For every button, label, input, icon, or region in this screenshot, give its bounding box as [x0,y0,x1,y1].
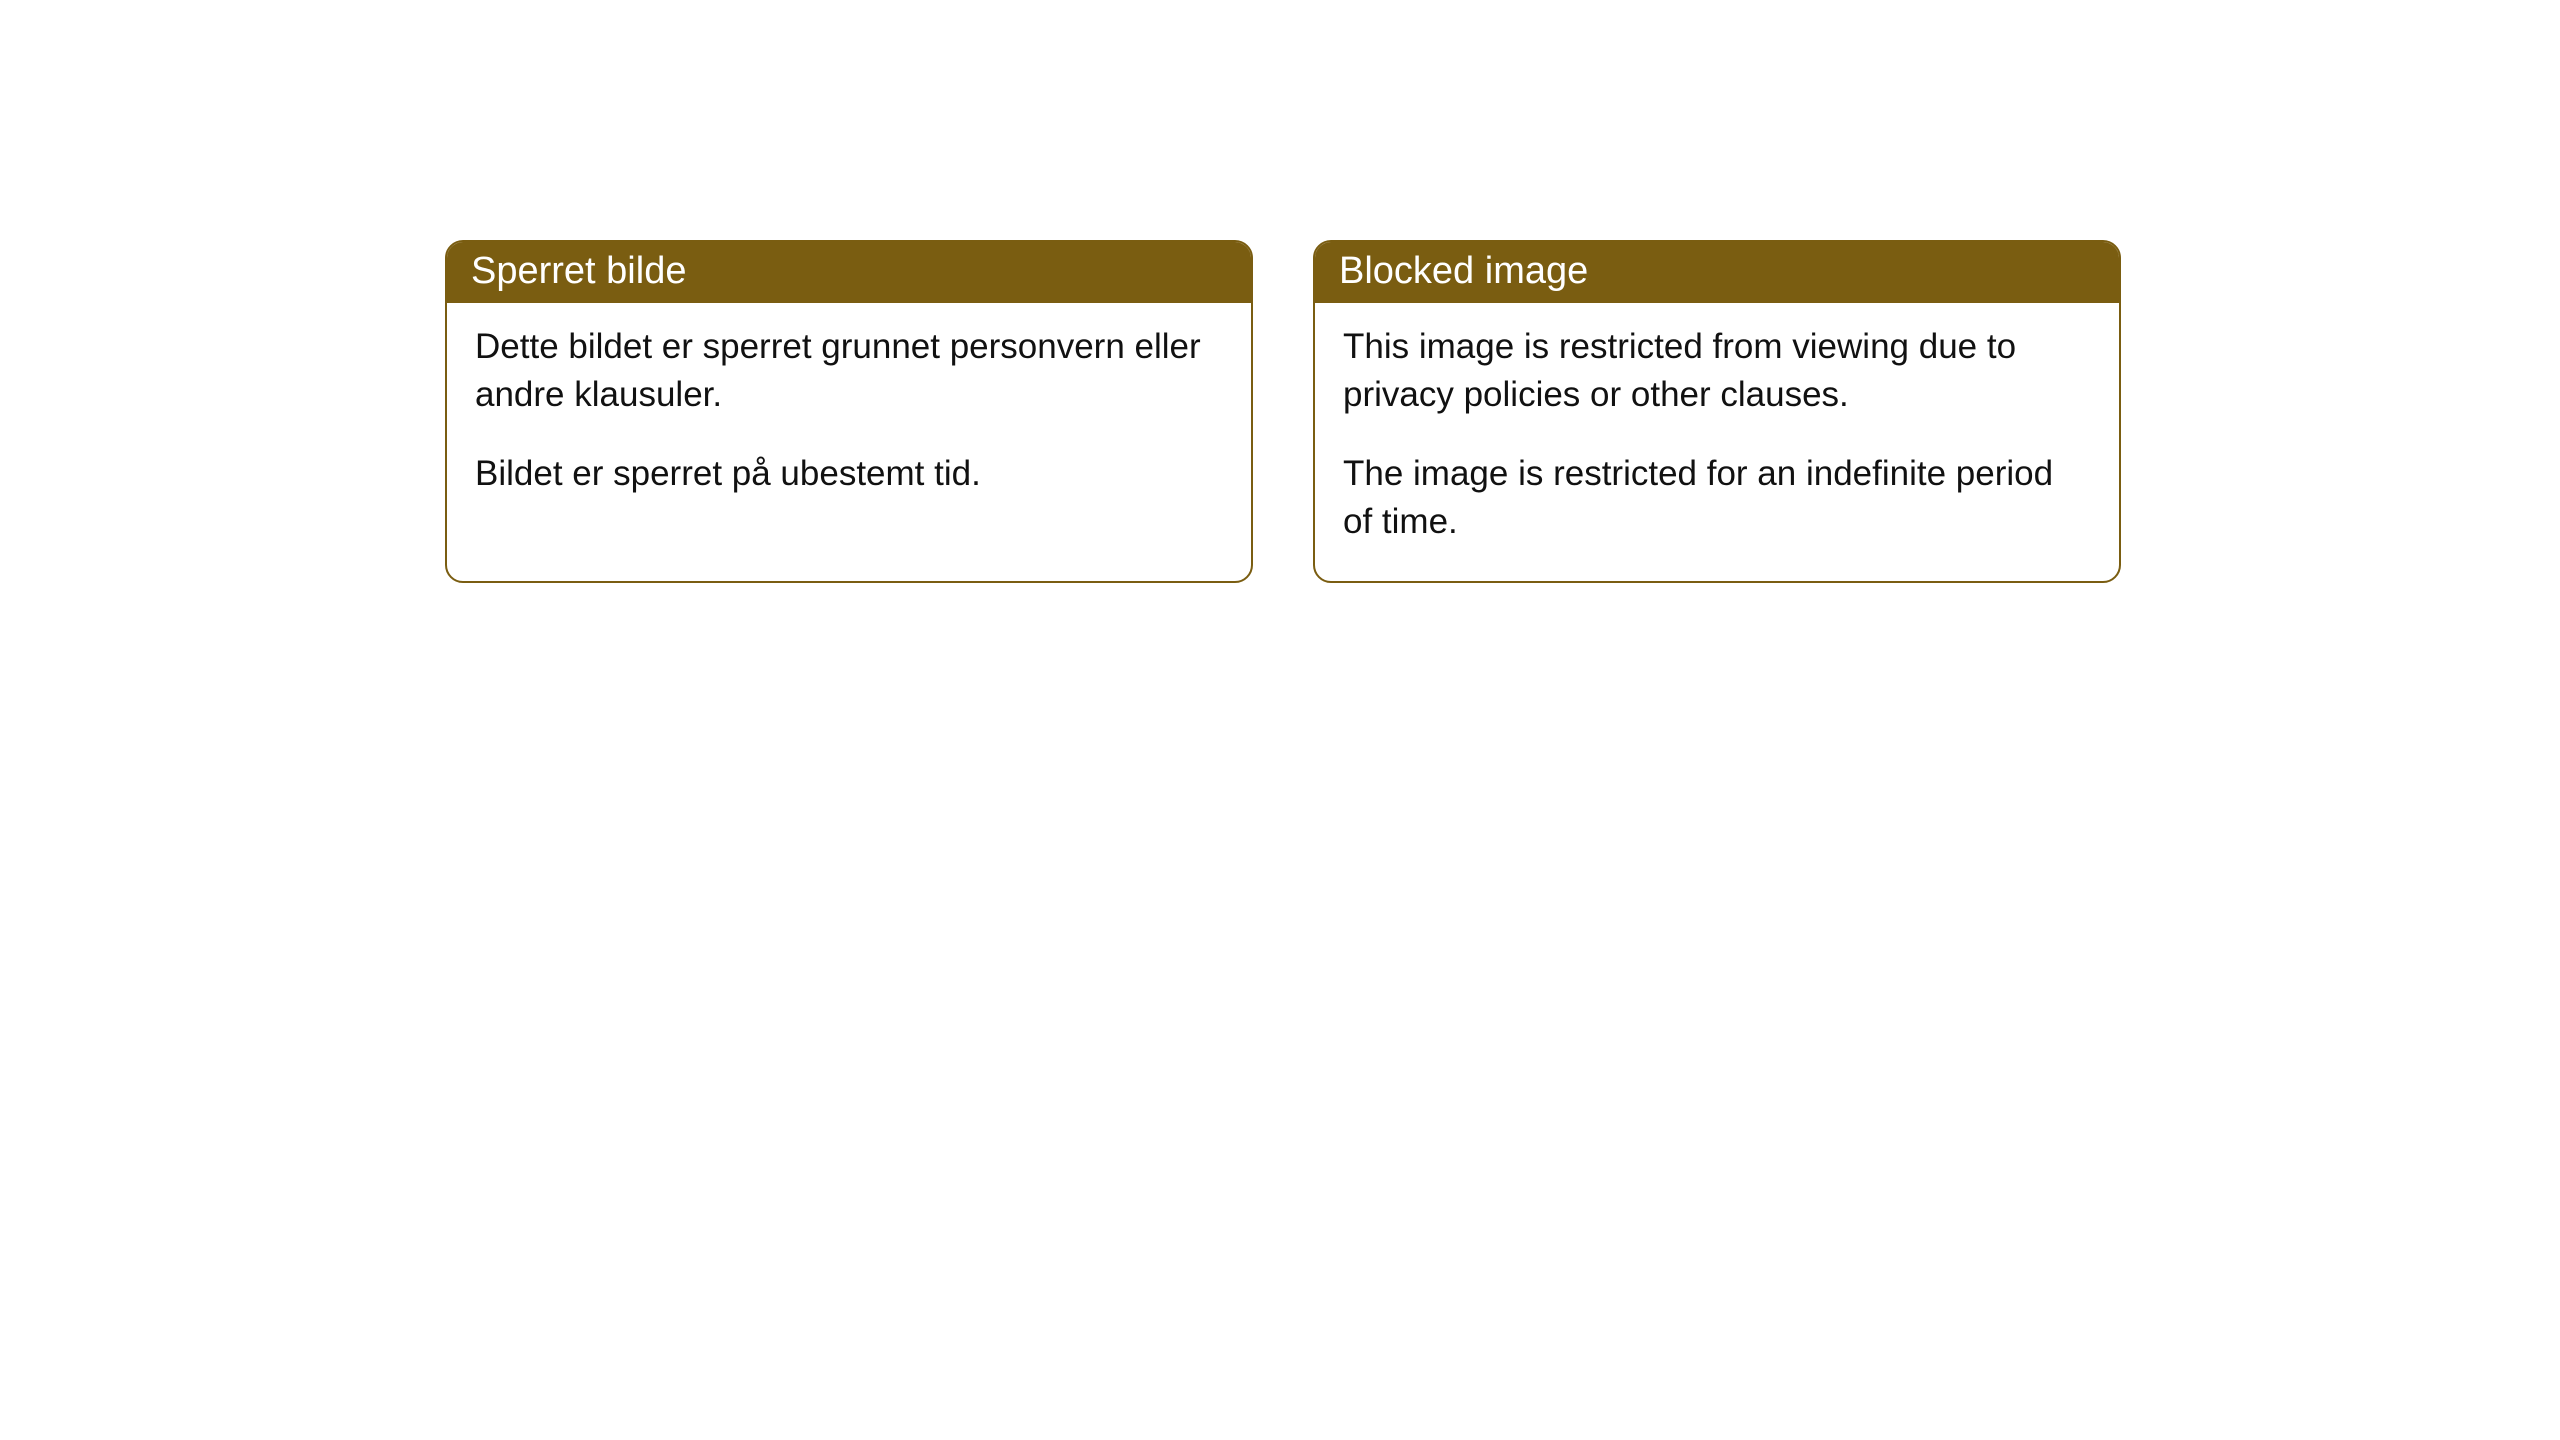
card-body: This image is restricted from viewing du… [1315,303,2119,581]
info-cards-container: Sperret bilde Dette bildet er sperret gr… [445,240,2560,583]
card-paragraph: Dette bildet er sperret grunnet personve… [475,323,1223,418]
blocked-image-card-no: Sperret bilde Dette bildet er sperret gr… [445,240,1253,583]
card-header: Sperret bilde [447,242,1251,303]
card-paragraph: The image is restricted for an indefinit… [1343,450,2091,545]
card-paragraph: Bildet er sperret på ubestemt tid. [475,450,1223,498]
card-body: Dette bildet er sperret grunnet personve… [447,303,1251,534]
card-header: Blocked image [1315,242,2119,303]
card-paragraph: This image is restricted from viewing du… [1343,323,2091,418]
blocked-image-card-en: Blocked image This image is restricted f… [1313,240,2121,583]
